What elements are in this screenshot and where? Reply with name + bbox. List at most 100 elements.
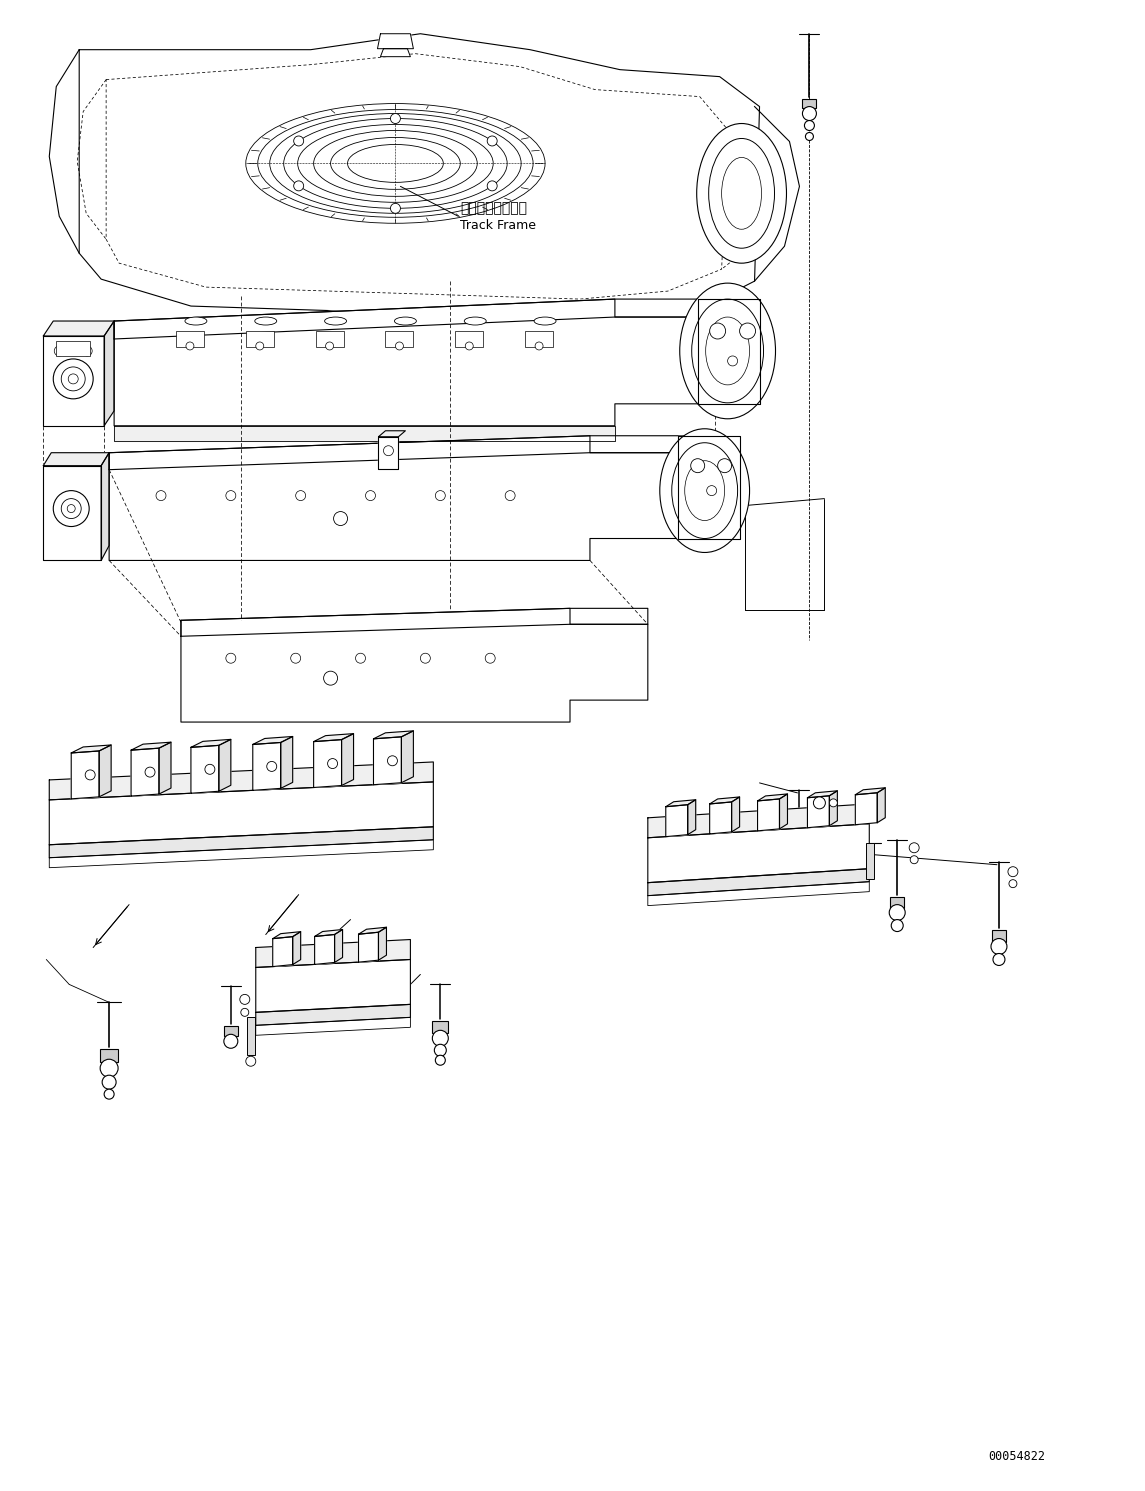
Polygon shape (665, 805, 688, 836)
Polygon shape (191, 740, 231, 747)
Polygon shape (665, 799, 696, 807)
Polygon shape (219, 740, 231, 792)
Circle shape (435, 1056, 445, 1065)
Polygon shape (697, 300, 759, 404)
Polygon shape (104, 321, 114, 426)
Bar (56, 341, 90, 356)
Bar (992, 929, 1006, 941)
Polygon shape (829, 790, 837, 826)
Circle shape (993, 953, 1005, 966)
Circle shape (485, 653, 495, 663)
Circle shape (61, 367, 85, 391)
Circle shape (690, 459, 704, 473)
Polygon shape (402, 731, 413, 783)
Circle shape (488, 180, 497, 191)
Bar (176, 331, 204, 347)
Bar (316, 331, 344, 347)
Polygon shape (314, 734, 354, 741)
Circle shape (805, 121, 814, 131)
Circle shape (293, 136, 303, 146)
Bar (867, 842, 875, 878)
Polygon shape (293, 932, 301, 965)
Circle shape (420, 653, 431, 663)
Polygon shape (732, 798, 740, 832)
Circle shape (387, 756, 397, 766)
Circle shape (333, 511, 348, 525)
Circle shape (535, 341, 543, 350)
Circle shape (706, 486, 717, 495)
Polygon shape (380, 49, 410, 57)
Bar (803, 98, 816, 107)
Polygon shape (109, 435, 689, 561)
Circle shape (909, 842, 919, 853)
Circle shape (293, 180, 303, 191)
Polygon shape (373, 737, 402, 784)
Circle shape (267, 762, 277, 771)
Circle shape (327, 759, 338, 768)
Polygon shape (255, 939, 410, 968)
Polygon shape (379, 437, 398, 468)
Circle shape (740, 324, 756, 338)
Polygon shape (253, 737, 293, 744)
Polygon shape (780, 793, 788, 829)
Polygon shape (109, 435, 689, 470)
Ellipse shape (255, 318, 277, 325)
Polygon shape (648, 881, 869, 905)
Polygon shape (855, 793, 877, 825)
Circle shape (102, 1075, 116, 1088)
Text: 00054822: 00054822 (988, 1449, 1045, 1463)
Polygon shape (101, 453, 109, 561)
Ellipse shape (672, 443, 737, 538)
Polygon shape (373, 731, 413, 740)
Polygon shape (273, 932, 301, 939)
Polygon shape (710, 802, 732, 833)
Ellipse shape (464, 318, 487, 325)
Circle shape (291, 653, 301, 663)
Polygon shape (678, 435, 740, 538)
Polygon shape (358, 927, 387, 935)
Polygon shape (334, 929, 342, 962)
Ellipse shape (705, 318, 750, 385)
Circle shape (1009, 880, 1017, 887)
Polygon shape (191, 746, 219, 793)
Circle shape (891, 920, 903, 932)
Polygon shape (49, 828, 433, 857)
Polygon shape (44, 321, 114, 335)
Polygon shape (315, 935, 334, 965)
Circle shape (246, 1056, 255, 1066)
Polygon shape (44, 465, 101, 561)
Circle shape (224, 1035, 238, 1048)
Ellipse shape (394, 318, 417, 325)
Polygon shape (114, 300, 710, 338)
Ellipse shape (685, 461, 725, 520)
Circle shape (1008, 866, 1018, 877)
Ellipse shape (709, 139, 774, 248)
Polygon shape (71, 746, 111, 753)
Polygon shape (710, 798, 740, 804)
Polygon shape (255, 960, 410, 1012)
Polygon shape (114, 300, 710, 426)
Polygon shape (131, 748, 159, 796)
Ellipse shape (692, 300, 764, 403)
Ellipse shape (721, 158, 761, 230)
Circle shape (240, 1008, 248, 1017)
Polygon shape (181, 608, 648, 637)
Polygon shape (807, 790, 837, 798)
Polygon shape (877, 787, 885, 823)
Circle shape (100, 1059, 118, 1077)
Circle shape (104, 1088, 114, 1099)
Circle shape (54, 491, 89, 526)
Polygon shape (379, 431, 405, 437)
Polygon shape (49, 781, 433, 845)
Circle shape (433, 1030, 449, 1047)
Circle shape (395, 341, 403, 350)
Text: トラックフレーム: トラックフレーム (460, 201, 528, 215)
Circle shape (324, 671, 338, 686)
Circle shape (61, 498, 81, 519)
Polygon shape (341, 734, 354, 786)
Polygon shape (648, 869, 869, 896)
Polygon shape (114, 426, 615, 441)
Circle shape (205, 765, 215, 774)
Polygon shape (855, 787, 885, 795)
Circle shape (488, 136, 497, 146)
